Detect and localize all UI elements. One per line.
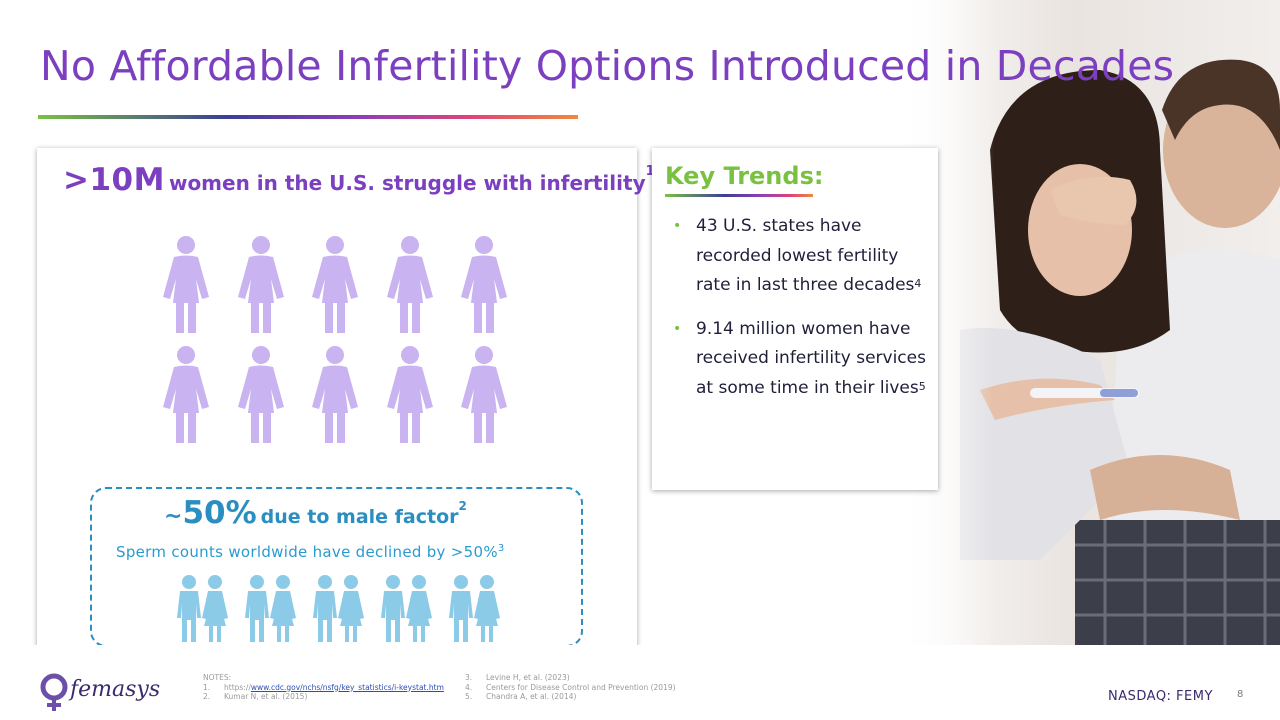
footnote-number: 2.: [203, 692, 211, 701]
key-trend-text: 43 U.S. states have recorded lowest fert…: [696, 216, 915, 295]
couple-photo: [900, 0, 1280, 645]
male-factor-tilde: ~: [164, 504, 183, 529]
footnote-text: Levine H, et al. (2023): [486, 673, 570, 682]
key-trends-list: • 43 U.S. states have recorded lowest fe…: [670, 212, 930, 417]
sperm-count-line: Sperm counts worldwide have declined by …: [116, 543, 505, 561]
male-factor-footnote: 2: [458, 499, 467, 513]
footnote-row: 5. Chandra A, et al. (2014): [465, 692, 676, 702]
woman-icon: [383, 345, 437, 445]
sperm-count-footnote: 3: [497, 543, 505, 554]
women-icons-grid: [159, 235, 519, 450]
key-trends-card: Key Trends: • 43 U.S. states have record…: [652, 148, 938, 490]
woman-icon: [457, 345, 511, 445]
key-trend-text: 9.14 million women have received inferti…: [696, 318, 926, 398]
femasys-logo: femasys: [36, 673, 176, 713]
footnote-row: 2. Kumar N, et al. (2015): [203, 692, 444, 702]
male-factor-box: ~50% due to male factor2 Sperm counts wor…: [90, 487, 583, 647]
logo-wordmark: femasys: [70, 677, 161, 702]
footnote-text: Kumar N, et al. (2015): [224, 692, 308, 701]
couple-icons-row: [172, 574, 512, 644]
couple-icon: [172, 574, 232, 644]
footnotes-right: 3. Levine H, et al. (2023) 4. Centers for …: [465, 673, 676, 702]
woman-icon: [308, 345, 362, 445]
notes-title: NOTES:: [203, 673, 232, 682]
couple-icon: [444, 574, 504, 644]
male-factor-percent: 50%: [182, 495, 257, 531]
woman-icon: [234, 345, 288, 445]
key-trend-footnote: 5: [918, 379, 926, 393]
footnote-number: 3.: [465, 673, 473, 682]
male-factor-text: due to male factor: [260, 506, 459, 528]
footnote-row: 3. Levine H, et al. (2023): [465, 673, 676, 683]
footnote-number: 1.: [203, 682, 211, 692]
key-trend-item: • 43 U.S. states have recorded lowest fe…: [670, 212, 930, 301]
footnote-text: Centers for Disease Control and Preventi…: [486, 682, 676, 692]
footnotes-left: NOTES: 1. https://www.cdc.gov/nchs/nsfg/k…: [203, 673, 444, 702]
footnote-number: 4.: [465, 682, 473, 692]
page-number: 8: [1237, 689, 1244, 700]
couple-icon: [308, 574, 368, 644]
title-underline: [38, 115, 578, 119]
couple-icon: [240, 574, 300, 644]
key-trends-title: Key Trends:: [665, 162, 824, 190]
footnote-link[interactable]: www.cdc.gov/nchs/nsfg/key_statistics/i-k…: [250, 682, 444, 692]
women-stat-number: >10M: [63, 162, 165, 198]
key-trend-footnote: 4: [914, 277, 922, 290]
key-trend-item: • 9.14 million women have received infer…: [670, 315, 930, 404]
couple-photo-illustration: [900, 0, 1280, 645]
woman-icon: [308, 235, 362, 335]
bullet-icon: •: [673, 320, 682, 337]
footnote-number: 5.: [465, 692, 473, 701]
infertility-stats-card: >10M women in the U.S. struggle with infe…: [37, 148, 655, 656]
slide-footer: femasys NOTES: 1. https://www.cdc.gov/nch…: [0, 645, 1280, 720]
women-stat-line: >10M women in the U.S. struggle with infe…: [63, 162, 655, 198]
woman-icon: [457, 235, 511, 335]
male-factor-line: ~50% due to male factor2: [164, 495, 467, 531]
women-stat-footnote: 1: [645, 164, 655, 179]
women-stat-text: women in the U.S. struggle with infertil…: [168, 171, 646, 195]
woman-icon: [234, 235, 288, 335]
footnote-text: Chandra A, et al. (2014): [486, 692, 577, 701]
footnote-row: 4. Centers for Disease Control and Preven…: [465, 683, 676, 693]
woman-icon: [383, 235, 437, 335]
couple-icon: [376, 574, 436, 644]
footnote-prefix: https://: [224, 682, 251, 692]
female-symbol-logo-icon: [40, 673, 68, 711]
woman-icon: [159, 345, 213, 445]
page-title: No Affordable Infertility Options Introd…: [40, 42, 1175, 90]
footnote-row: 1. https://www.cdc.gov/nchs/nsfg/key_stat…: [203, 683, 444, 693]
stock-ticker: NASDAQ: FEMY: [1108, 689, 1213, 704]
key-trends-underline: [665, 194, 813, 197]
sperm-count-text: Sperm counts worldwide have declined by …: [116, 543, 498, 561]
bullet-icon: •: [673, 218, 682, 234]
woman-icon: [159, 235, 213, 335]
